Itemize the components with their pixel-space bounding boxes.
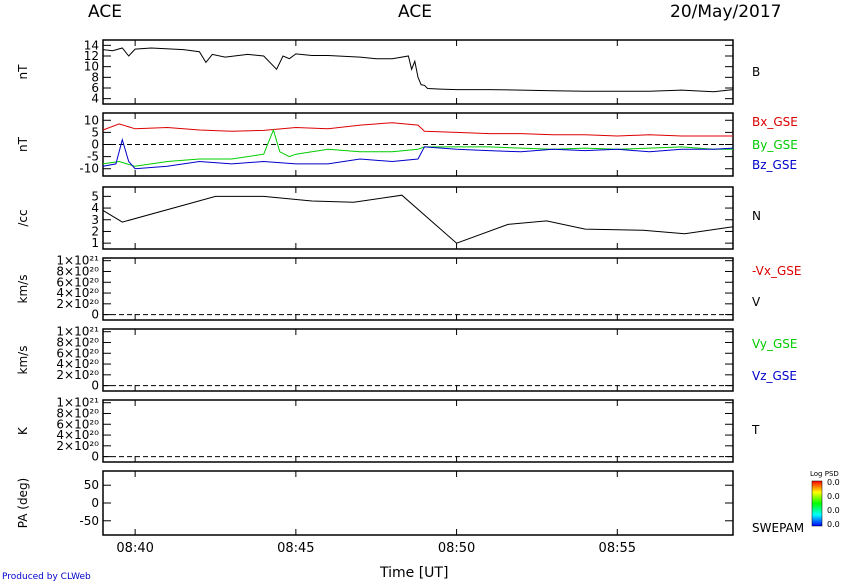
y-tick-label: 4×10²⁰ bbox=[56, 357, 99, 371]
x-tick-label: 08:40 bbox=[116, 541, 153, 556]
header-date: 20/May/2017 bbox=[670, 2, 782, 22]
panel-frame bbox=[102, 470, 734, 536]
series-line bbox=[102, 122, 733, 137]
y-tick-label: -5 bbox=[87, 150, 99, 164]
y-tick-label: 0 bbox=[91, 138, 99, 152]
y-tick-label: 1 bbox=[91, 236, 99, 250]
y-tick-label: -10 bbox=[79, 162, 99, 176]
y-tick-label: 10 bbox=[84, 60, 99, 74]
y-tick-label: 8 bbox=[91, 70, 99, 84]
x-tick-label: 08:50 bbox=[438, 541, 475, 556]
y-tick-label: 10 bbox=[84, 113, 99, 127]
y-tick-label: 4 bbox=[91, 201, 99, 215]
y-tick-label: 14 bbox=[84, 38, 99, 52]
y-tick-label: 0 bbox=[91, 496, 99, 510]
x-tick-label: 08:45 bbox=[277, 541, 314, 556]
y-tick-label: 4×10²⁰ bbox=[56, 286, 99, 300]
y-axis-label: nT bbox=[16, 136, 30, 152]
series-label: By_GSE bbox=[752, 138, 798, 152]
y-tick-label: 3 bbox=[91, 213, 99, 227]
series-label: Bz_GSE bbox=[752, 158, 797, 172]
series-line bbox=[102, 137, 734, 170]
series-label: Vz_GSE bbox=[752, 369, 797, 383]
y-axis-label: km/s bbox=[16, 346, 30, 375]
series-line bbox=[102, 47, 734, 93]
y-tick-label: 0 bbox=[91, 308, 99, 322]
y-axis-label: PA (deg) bbox=[16, 478, 30, 528]
y-tick-label: -50 bbox=[79, 514, 99, 528]
series-label: T bbox=[751, 423, 760, 437]
y-tick-label: 1×10²¹ bbox=[56, 254, 99, 268]
colorbar-tick-label: 0.0 bbox=[827, 506, 840, 515]
y-tick-label: 2×10²⁰ bbox=[56, 368, 99, 382]
panel-frame bbox=[102, 186, 734, 250]
panel-frame bbox=[102, 257, 734, 321]
y-tick-label: 12 bbox=[84, 49, 99, 63]
y-tick-label: 4×10²⁰ bbox=[56, 428, 99, 442]
y-tick-label: 5 bbox=[91, 125, 99, 139]
series-label: Vy_GSE bbox=[752, 337, 798, 351]
y-tick-label: 2×10²⁰ bbox=[56, 439, 99, 453]
y-tick-label: 4 bbox=[91, 92, 99, 106]
y-axis-label: /cc bbox=[16, 209, 30, 226]
series-label: Bx_GSE bbox=[752, 115, 798, 129]
colorbar bbox=[811, 480, 823, 527]
y-tick-label: 2×10²⁰ bbox=[56, 297, 99, 311]
y-tick-label: 6×10²⁰ bbox=[56, 417, 99, 431]
y-tick-label: 8×10²⁰ bbox=[56, 264, 99, 278]
y-axis-label: km/s bbox=[16, 275, 30, 304]
header-left: ACE bbox=[88, 2, 122, 22]
panel-frame bbox=[102, 39, 734, 105]
series-label: N bbox=[752, 209, 761, 223]
y-tick-label: 0 bbox=[91, 450, 99, 464]
colorbar-tick-label: 0.0 bbox=[827, 520, 840, 529]
series-label: SWEPAM bbox=[752, 521, 804, 535]
y-tick-label: 0 bbox=[91, 379, 99, 393]
y-tick-label: 50 bbox=[84, 478, 99, 492]
y-tick-label: 5 bbox=[91, 189, 99, 203]
colorbar-tick-label: 0.0 bbox=[827, 492, 840, 501]
y-tick-label: 2 bbox=[91, 224, 99, 238]
series-label: -Vx_GSE bbox=[752, 264, 801, 278]
y-axis-label: nT bbox=[16, 64, 30, 80]
colorbar-tick-label: 0.0 bbox=[827, 478, 840, 487]
colorbar-title: Log PSD bbox=[810, 470, 839, 478]
y-axis-label: K bbox=[16, 426, 30, 435]
y-tick-label: 1×10²¹ bbox=[56, 325, 99, 339]
y-tick-label: 8×10²⁰ bbox=[56, 335, 99, 349]
x-tick-label: 08:55 bbox=[599, 541, 636, 556]
x-axis-title: Time [UT] bbox=[380, 565, 449, 581]
header-center: ACE bbox=[398, 2, 432, 22]
panel-frame bbox=[102, 328, 734, 392]
y-tick-label: 6 bbox=[91, 81, 99, 95]
panel-frame bbox=[102, 399, 734, 463]
y-tick-label: 1×10²¹ bbox=[56, 396, 99, 410]
y-tick-label: 6×10²⁰ bbox=[56, 346, 99, 360]
y-tick-label: 8×10²⁰ bbox=[56, 406, 99, 420]
y-tick-label: 6×10²⁰ bbox=[56, 275, 99, 289]
series-label: V bbox=[752, 295, 761, 309]
series-line bbox=[102, 194, 734, 244]
series-label: B bbox=[752, 65, 760, 79]
credit-text: Produced by CLWeb bbox=[2, 572, 91, 582]
